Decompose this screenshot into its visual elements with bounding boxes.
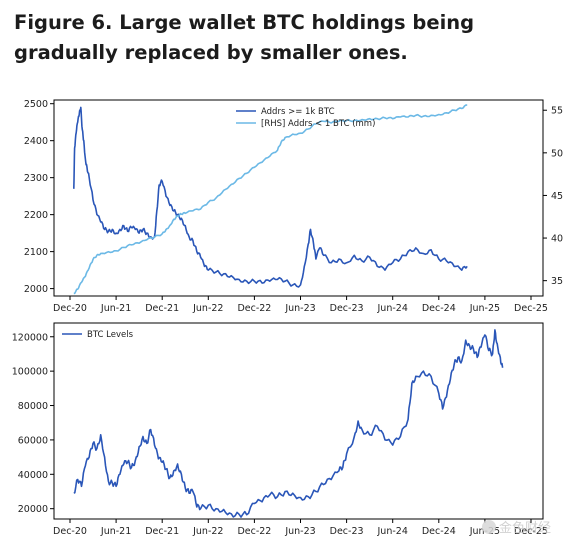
bottom-y-left-tick-label: 120000 bbox=[12, 332, 48, 343]
top-y-right-tick-label: 40 bbox=[551, 234, 563, 245]
top-legend-label: [RHS] Addrs < 1 BTC (mm) bbox=[261, 119, 375, 129]
bottom-x-tick-label: Dec-25 bbox=[514, 526, 548, 537]
bottom-y-left-tick-label: 80000 bbox=[18, 401, 48, 412]
top-x-tick-label: Jun-24 bbox=[377, 303, 408, 314]
bottom-x-tick-label: Jun-22 bbox=[192, 526, 223, 537]
top-legend-label: Addrs >= 1k BTC bbox=[261, 107, 335, 117]
top-y-axis-right: 35 40 45 50 55 bbox=[543, 106, 563, 287]
figure-title: Figure 6. Large wallet BTC holdings bein… bbox=[14, 11, 475, 64]
bottom-y-axis-left: 20000 40000 60000 80000 100000 120000 bbox=[12, 332, 54, 515]
top-y-right-tick-label: 50 bbox=[551, 148, 563, 159]
top-x-tick-label: Dec-25 bbox=[514, 303, 548, 314]
bottom-y-left-tick-label: 100000 bbox=[12, 367, 48, 378]
top-y-left-tick-label: 2100 bbox=[24, 247, 48, 258]
top-x-tick-label: Jun-25 bbox=[469, 303, 500, 314]
bottom-y-left-tick-label: 40000 bbox=[18, 470, 48, 481]
top-series-line-2 bbox=[73, 104, 468, 295]
top-x-tick-label: Jun-22 bbox=[192, 303, 223, 314]
bottom-x-tick-label: Dec-23 bbox=[330, 526, 364, 537]
top-x-tick-label: Jun-23 bbox=[284, 303, 315, 314]
top-x-tick-label: Jun-21 bbox=[100, 303, 131, 314]
top-x-tick-label: Dec-22 bbox=[237, 303, 271, 314]
bottom-x-tick-label: Jun-24 bbox=[377, 526, 408, 537]
top-x-tick-label: Dec-21 bbox=[145, 303, 179, 314]
top-chart: Dec-20 Jun-21 Dec-21 Jun-22 Dec-22 Jun-23 Dec-… bbox=[24, 99, 563, 314]
bottom-y-left-tick-label: 20000 bbox=[18, 504, 48, 515]
top-y-left-tick-label: 2300 bbox=[24, 173, 48, 184]
top-x-axis: Dec-20 Jun-21 Dec-21 Jun-22 Dec-22 Jun-23 Dec-… bbox=[53, 296, 548, 314]
top-y-left-tick-label: 2500 bbox=[24, 99, 48, 110]
top-x-tick-label: Dec-24 bbox=[422, 303, 456, 314]
top-y-right-tick-label: 35 bbox=[551, 276, 563, 287]
top-legend: Addrs >= 1k BTC [RHS] Addrs < 1 BTC (mm) bbox=[236, 107, 375, 129]
top-x-tick-label: Dec-23 bbox=[330, 303, 364, 314]
bottom-series-group bbox=[73, 329, 504, 518]
top-y-left-tick-label: 2000 bbox=[24, 284, 48, 295]
bottom-chart: Dec-20 Jun-21 Dec-21 Jun-22 Dec-22 Jun-23 Dec-… bbox=[12, 322, 548, 537]
bottom-chart-frame bbox=[53, 322, 544, 520]
top-y-left-tick-label: 2200 bbox=[24, 210, 48, 221]
top-y-right-tick-label: 45 bbox=[551, 191, 563, 202]
watermark-text: 金色财经 bbox=[499, 520, 551, 536]
top-y-right-tick-label: 55 bbox=[551, 106, 563, 117]
bottom-series-line-1 bbox=[73, 329, 504, 518]
bottom-x-axis: Dec-20 Jun-21 Dec-21 Jun-22 Dec-22 Jun-23 Dec-… bbox=[53, 519, 548, 537]
top-x-tick-label: Dec-20 bbox=[53, 303, 87, 314]
bottom-x-tick-label: Jun-21 bbox=[100, 526, 131, 537]
watermark: 金色财经 bbox=[482, 520, 551, 536]
top-chart-frame bbox=[53, 99, 544, 297]
bottom-x-tick-label: Jun-23 bbox=[284, 526, 315, 537]
bottom-legend: BTC Levels bbox=[62, 330, 134, 340]
top-y-left-tick-label: 2400 bbox=[24, 136, 48, 147]
bottom-x-tick-label: Dec-24 bbox=[422, 526, 456, 537]
bottom-legend-label: BTC Levels bbox=[87, 330, 134, 340]
bottom-x-tick-label: Dec-22 bbox=[237, 526, 271, 537]
top-y-axis-left: 2000 2100 2200 2300 2400 2500 bbox=[24, 99, 54, 295]
watermark-logo-icon bbox=[482, 520, 496, 534]
bottom-y-left-tick-label: 60000 bbox=[18, 435, 48, 446]
top-series-line-1 bbox=[73, 106, 468, 288]
bottom-x-tick-label: Dec-20 bbox=[53, 526, 87, 537]
bottom-x-tick-label: Dec-21 bbox=[145, 526, 179, 537]
top-series-group bbox=[73, 104, 468, 295]
